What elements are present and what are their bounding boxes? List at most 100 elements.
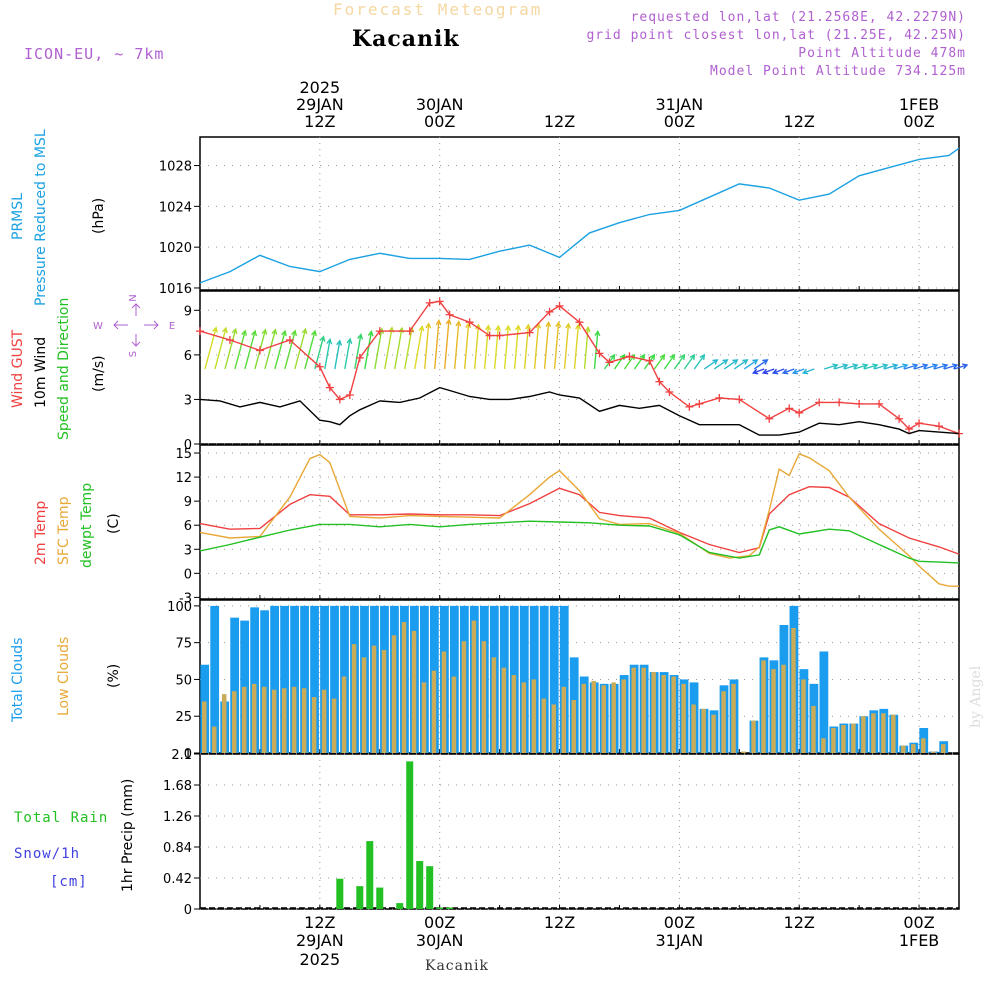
wind-gust-marker [325, 383, 334, 392]
wind-arrow [284, 330, 296, 370]
y-tick-label: 1016 [159, 282, 192, 297]
wind-gust-marker [345, 390, 354, 399]
low-cloud-bar [521, 682, 527, 753]
low-cloud-bar [731, 683, 736, 753]
wind-arrow-head [669, 353, 676, 360]
low-cloud-bar [691, 704, 696, 753]
y-tick-label: 0 [184, 903, 192, 918]
y-tick-label: 9 [184, 304, 192, 319]
wind-gust-marker [525, 328, 534, 337]
time-hour-label: 12Z [784, 112, 815, 131]
panel-5: 0 0.42 0.84 1.26 1.68 2.1 [163, 748, 960, 918]
wind-gust-marker [225, 336, 234, 345]
total-cloud-bar [230, 617, 240, 753]
low-cloud-bar [941, 744, 946, 753]
wind-gust-marker [485, 331, 494, 340]
rain-bar [396, 903, 404, 909]
wind-arrow [334, 340, 341, 370]
wind-gust-marker [915, 419, 924, 428]
total-cloud-bar [330, 605, 339, 753]
wind-gust-marker [555, 301, 564, 310]
wind-arrow-head [771, 368, 779, 375]
wind-arrow-head [301, 327, 308, 335]
total-cloud-bar [320, 605, 329, 753]
time-hour-label: 00Z [664, 112, 695, 131]
total-cloud-bar [549, 605, 559, 753]
wind-arrow [823, 364, 838, 370]
compass-w-label: W [93, 321, 103, 332]
y-tick-label: 100 [167, 600, 192, 615]
wind-gust-marker [795, 408, 804, 417]
low-cloud-bar [671, 676, 676, 753]
low-cloud-bar [931, 751, 936, 753]
y-tick-label: 0 [184, 567, 192, 582]
low-cloud-bar [401, 622, 407, 753]
wind-gust-marker [765, 414, 774, 423]
wind-arrow [883, 364, 898, 370]
panel-frame [199, 599, 960, 754]
total-cloud-bar [210, 605, 220, 753]
wind-gust-marker [425, 298, 434, 307]
y-tick-label: 0.84 [163, 841, 192, 856]
wind-arrow [753, 359, 768, 370]
low-cloud-bar [371, 645, 377, 753]
wind-gust-marker [715, 393, 724, 402]
time-day-label: 1FEB [899, 95, 939, 114]
wind-gust-marker [435, 297, 444, 306]
y-tick-label: 12 [175, 471, 192, 486]
wind-arrow-head [752, 359, 759, 365]
wind-arrow-head [261, 328, 268, 335]
wind-arrow [304, 330, 316, 370]
low-cloud-bar [891, 714, 896, 753]
wind-arrow [853, 364, 868, 370]
time-hour-label: 12Z [544, 913, 575, 932]
low-cloud-bar [871, 713, 876, 753]
total-cloud-bar [519, 605, 529, 753]
wind-arrow [513, 325, 520, 370]
chart-title: Forecast Meteogram [333, 0, 543, 19]
wind-gust-marker [545, 307, 554, 316]
wind-gust-marker [625, 352, 634, 361]
rain-bar [376, 887, 384, 909]
wind-arrow-head [251, 329, 257, 337]
compass-e-label: E [169, 321, 175, 332]
wind-arrow [374, 328, 383, 370]
wind-arrow [753, 368, 765, 374]
wind-arrow [354, 334, 362, 370]
wind-gust-marker [655, 377, 664, 386]
rain-bar [416, 861, 424, 909]
low-cloud-bar [591, 680, 596, 753]
wind-arrow [384, 327, 393, 370]
panel-frame [199, 444, 960, 600]
wind-arrow [723, 359, 738, 370]
low-cloud-bar [461, 641, 467, 753]
wind-gust-marker [735, 395, 744, 404]
time-hour-label: 12Z [304, 112, 335, 131]
wind-arrow-head [291, 329, 297, 336]
wind-arrow [772, 368, 785, 374]
low-cloud-bar [241, 686, 247, 753]
wind-arrow-head [902, 363, 909, 370]
low-cloud-bar [551, 704, 557, 753]
low-cloud-bar [851, 723, 856, 753]
y-tick-label: 0 [184, 747, 192, 762]
wind-gust-marker [255, 346, 264, 355]
low-cloud-bar [561, 686, 567, 753]
wind-arrow-head [565, 322, 572, 329]
wind-gust-marker [815, 398, 824, 407]
panel-3: -3 0 3 6 9 12 15 [175, 444, 960, 606]
time-year-label: 2025 [299, 950, 340, 969]
wind-arrow-head [781, 368, 789, 375]
compass-s-label: S [128, 351, 139, 357]
wind-arrow [903, 364, 918, 370]
y-tick-label: 0.42 [163, 872, 192, 887]
low-cloud-bar [261, 686, 267, 753]
low-cloud-bar [221, 694, 227, 753]
wind-arrow-head [455, 320, 462, 327]
y-tick-label: 1028 [159, 160, 192, 175]
low-cloud-bar [202, 701, 207, 753]
low-cloud-bar [441, 651, 447, 753]
wind-arrow-head [689, 353, 696, 360]
wind-arrow-head [922, 363, 929, 370]
low-cloud-bar [531, 679, 537, 753]
